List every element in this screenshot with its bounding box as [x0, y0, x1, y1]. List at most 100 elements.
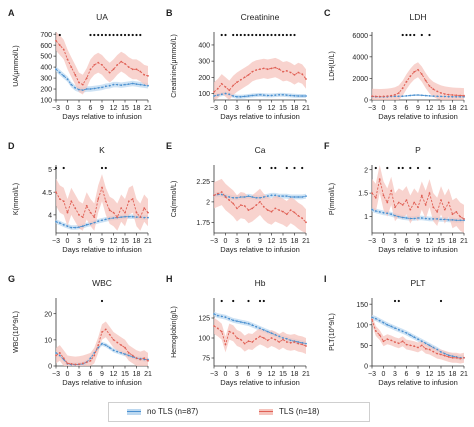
- data-point-no-tls: [239, 321, 242, 323]
- data-point-tls: [259, 201, 261, 203]
- data-point-tls: [97, 61, 100, 64]
- significance-marker: [104, 33, 107, 37]
- panel-title: Hb: [255, 278, 266, 288]
- data-point-no-tls: [101, 342, 103, 345]
- data-point-tls: [143, 357, 146, 360]
- data-point-no-tls: [228, 196, 231, 198]
- y-tick-label: 2.25: [196, 179, 210, 186]
- x-axis-label: Days relative to infusion: [378, 112, 458, 121]
- data-point-tls: [459, 215, 462, 218]
- data-point-tls: [255, 69, 258, 71]
- data-point-no-tls: [251, 324, 254, 327]
- x-tick-label: 9: [258, 238, 262, 245]
- data-point-no-tls: [274, 94, 277, 96]
- x-tick-label: −3: [368, 105, 376, 112]
- data-point-tls: [236, 207, 238, 210]
- significance-marker: [374, 166, 377, 170]
- x-tick-label: −3: [368, 371, 376, 378]
- x-tick-label: −3: [52, 238, 60, 245]
- data-point-tls: [127, 66, 130, 68]
- data-point-no-tls: [285, 94, 288, 96]
- data-point-no-tls: [378, 319, 381, 322]
- data-point-tls: [459, 94, 462, 97]
- significance-marker: [116, 33, 119, 37]
- significance-marker: [281, 33, 285, 37]
- data-point-no-tls: [124, 353, 126, 356]
- data-point-no-tls: [70, 226, 73, 229]
- significance-marker: [89, 33, 92, 37]
- data-point-tls: [463, 94, 465, 97]
- data-point-tls: [55, 39, 57, 42]
- data-point-tls: [85, 361, 88, 363]
- data-point-no-tls: [97, 220, 100, 223]
- panel-title: Creatinine: [241, 12, 280, 22]
- data-point-no-tls: [228, 317, 231, 320]
- data-point-no-tls: [62, 75, 65, 77]
- y-axis-label: Ca(mmol/L): [171, 181, 178, 218]
- significance-marker: [285, 166, 288, 170]
- data-point-tls: [74, 363, 77, 366]
- data-point-tls: [220, 82, 223, 85]
- data-point-no-tls: [447, 219, 450, 221]
- data-point-no-tls: [371, 316, 373, 319]
- data-point-tls: [55, 354, 57, 357]
- data-point-tls: [455, 356, 458, 359]
- data-point-no-tls: [463, 219, 465, 222]
- data-point-tls: [432, 206, 435, 209]
- data-point-tls: [274, 207, 277, 210]
- significance-marker: [247, 33, 250, 37]
- y-tick-label: 150: [356, 302, 368, 309]
- significance-marker: [235, 33, 239, 37]
- data-point-tls: [424, 204, 427, 206]
- data-point-no-tls: [220, 193, 223, 196]
- data-point-no-tls: [243, 95, 246, 98]
- data-point-no-tls: [440, 95, 442, 98]
- data-point-no-tls: [405, 217, 408, 219]
- data-point-tls: [62, 357, 65, 360]
- data-point-no-tls: [459, 95, 462, 98]
- data-point-no-tls: [417, 338, 419, 341]
- significance-marker: [58, 33, 61, 37]
- data-point-tls: [135, 211, 138, 214]
- data-point-tls: [432, 350, 435, 353]
- data-point-no-tls: [78, 88, 80, 91]
- data-point-no-tls: [236, 196, 238, 199]
- significance-marker: [262, 33, 265, 37]
- significance-marker: [258, 33, 262, 37]
- data-point-no-tls: [293, 196, 296, 198]
- data-point-no-tls: [239, 196, 242, 198]
- x-tick-label: 12: [110, 371, 118, 378]
- data-point-no-tls: [259, 196, 261, 199]
- y-tick-label: 125: [198, 316, 210, 323]
- data-point-tls: [451, 213, 454, 216]
- y-tick-label: 400: [40, 65, 52, 72]
- data-point-no-tls: [285, 195, 288, 198]
- data-point-tls: [112, 68, 115, 71]
- data-point-no-tls: [440, 218, 442, 221]
- data-point-tls: [66, 58, 69, 61]
- data-point-no-tls: [447, 95, 450, 98]
- data-point-no-tls: [386, 323, 389, 326]
- significance-marker: [232, 33, 235, 37]
- y-tick-label: 700: [40, 32, 52, 39]
- data-point-tls: [390, 189, 393, 192]
- panel-title: PLT: [411, 278, 426, 288]
- data-point-tls: [282, 338, 284, 341]
- data-point-tls: [417, 206, 419, 209]
- x-tick-label: 9: [416, 105, 420, 112]
- data-point-no-tls: [81, 89, 84, 91]
- data-point-no-tls: [305, 342, 307, 345]
- significance-marker: [270, 166, 273, 170]
- significance-marker: [220, 33, 223, 37]
- data-point-no-tls: [255, 94, 258, 96]
- significance-marker: [416, 166, 420, 170]
- x-tick-label: 6: [89, 238, 93, 245]
- data-point-tls: [239, 338, 242, 341]
- data-point-no-tls: [443, 352, 446, 355]
- data-point-tls: [417, 68, 419, 71]
- data-point-tls: [413, 71, 416, 73]
- significance-marker: [104, 166, 107, 170]
- data-point-tls: [120, 60, 123, 63]
- data-point-tls: [282, 70, 284, 73]
